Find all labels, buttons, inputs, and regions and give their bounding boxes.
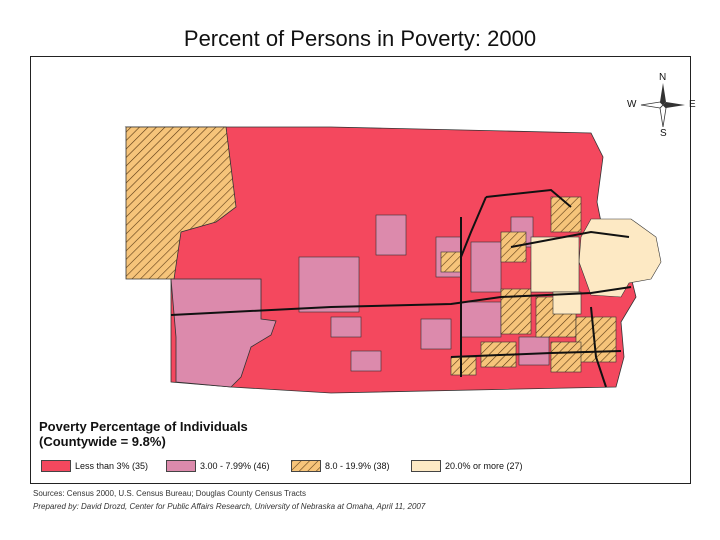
legend-item-high: 20.0% or more (27) bbox=[411, 459, 523, 473]
compass-west-label: W bbox=[627, 99, 637, 110]
compass-north-label: N bbox=[659, 72, 667, 83]
legend-label-low: Less than 3% (35) bbox=[75, 461, 149, 471]
legend-label-mid: 3.00 - 7.99% (46) bbox=[200, 461, 270, 471]
tract-northwest-moderate bbox=[125, 126, 237, 280]
legend: Poverty Percentage of Individuals (Count… bbox=[39, 419, 679, 472]
legend-swatch-moderate bbox=[291, 460, 321, 472]
legend-item-low: Less than 3% (35) bbox=[41, 459, 148, 473]
compass-east-label: E bbox=[689, 99, 696, 110]
legend-label-high: 20.0% or more (27) bbox=[445, 461, 523, 471]
sources-note: Sources: Census 2000, U.S. Census Bureau… bbox=[33, 489, 307, 498]
map-title: Percent of Persons in Poverty: 2000 bbox=[183, 26, 537, 51]
legend-label-moderate: 8.0 - 19.9% (38) bbox=[325, 461, 390, 471]
tract-west-pink bbox=[170, 278, 277, 388]
east-high-poverty-tracts bbox=[530, 218, 662, 315]
compass-rose: N S W E bbox=[627, 72, 696, 139]
legend-swatch-high bbox=[411, 460, 441, 472]
prepared-by-note: Prepared by: David Drozd, Center for Pub… bbox=[33, 502, 426, 511]
legend-title: Poverty Percentage of Individuals bbox=[39, 419, 248, 434]
legend-swatch-mid bbox=[166, 460, 196, 472]
map-frame: N S W E Poverty Percentage of Individual… bbox=[30, 56, 696, 484]
legend-item-mid: 3.00 - 7.99% (46) bbox=[166, 459, 270, 473]
poverty-map bbox=[124, 126, 662, 394]
legend-item-moderate: 8.0 - 19.9% (38) bbox=[291, 459, 390, 473]
compass-south-label: S bbox=[660, 128, 667, 139]
compass-star-icon bbox=[640, 83, 685, 128]
legend-subtitle: (Countywide = 9.8%) bbox=[39, 434, 166, 449]
legend-swatch-low bbox=[41, 460, 71, 472]
highways bbox=[170, 188, 632, 388]
central-pink-tracts bbox=[298, 214, 550, 372]
